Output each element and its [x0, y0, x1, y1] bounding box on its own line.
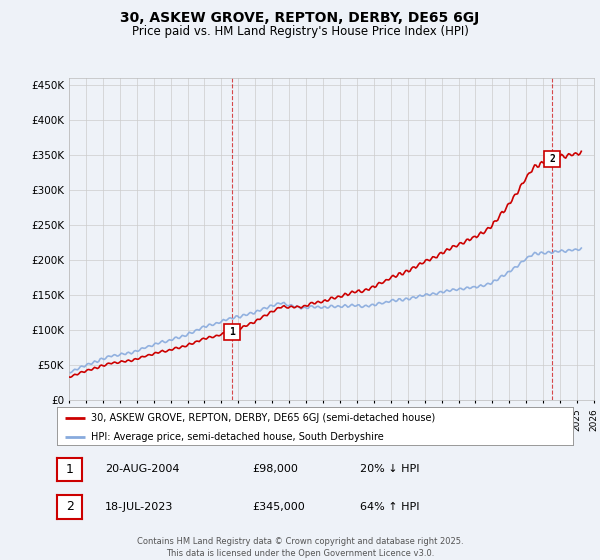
Text: 30, ASKEW GROVE, REPTON, DERBY, DE65 6GJ: 30, ASKEW GROVE, REPTON, DERBY, DE65 6GJ	[121, 11, 479, 25]
Text: 1: 1	[65, 463, 74, 476]
Text: 2: 2	[550, 154, 555, 164]
Text: £345,000: £345,000	[252, 502, 305, 512]
Text: 1: 1	[229, 327, 235, 337]
Text: 18-JUL-2023: 18-JUL-2023	[105, 502, 173, 512]
Text: 20-AUG-2004: 20-AUG-2004	[105, 464, 179, 474]
Text: 30, ASKEW GROVE, REPTON, DERBY, DE65 6GJ (semi-detached house): 30, ASKEW GROVE, REPTON, DERBY, DE65 6GJ…	[91, 413, 435, 423]
Text: 64% ↑ HPI: 64% ↑ HPI	[360, 502, 419, 512]
Text: £98,000: £98,000	[252, 464, 298, 474]
Text: 2: 2	[65, 500, 74, 514]
Text: Price paid vs. HM Land Registry's House Price Index (HPI): Price paid vs. HM Land Registry's House …	[131, 25, 469, 38]
Text: 20% ↓ HPI: 20% ↓ HPI	[360, 464, 419, 474]
Text: Contains HM Land Registry data © Crown copyright and database right 2025.
This d: Contains HM Land Registry data © Crown c…	[137, 537, 463, 558]
Text: HPI: Average price, semi-detached house, South Derbyshire: HPI: Average price, semi-detached house,…	[91, 432, 383, 442]
